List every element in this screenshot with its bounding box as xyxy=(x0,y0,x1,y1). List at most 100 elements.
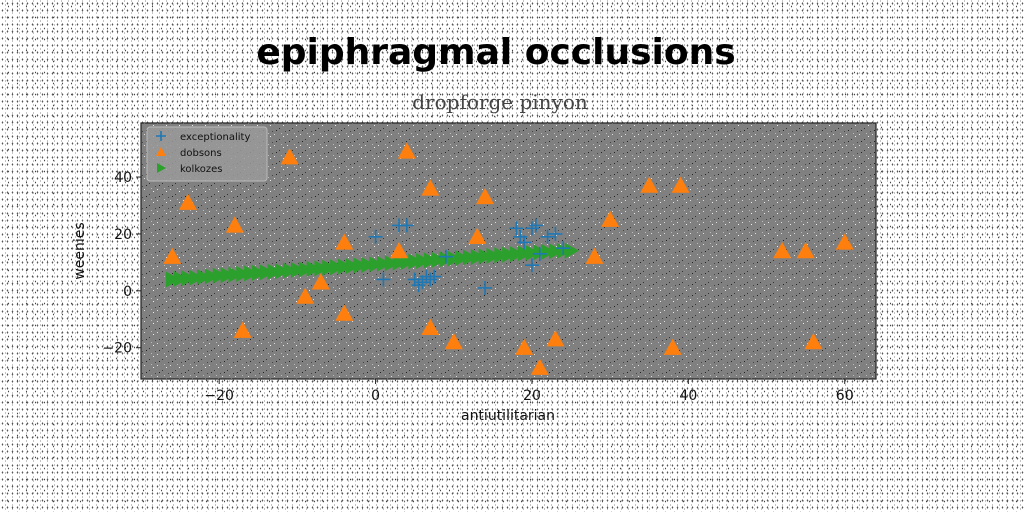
plot-frame xyxy=(140,122,877,380)
data-point xyxy=(306,260,322,277)
data-point xyxy=(408,253,423,270)
legend-entry-label: dobsons xyxy=(180,148,222,159)
y-axis-label: weenies xyxy=(72,222,88,279)
data-point xyxy=(502,246,517,263)
y-tick-label: 40 xyxy=(114,170,132,186)
data-point xyxy=(530,358,549,375)
data-point xyxy=(423,252,439,269)
data-point xyxy=(225,216,244,233)
data-point xyxy=(455,250,470,267)
data-point xyxy=(376,272,391,287)
data-point xyxy=(515,338,534,355)
data-point xyxy=(397,142,416,159)
data-point xyxy=(517,235,532,250)
data-point xyxy=(335,304,354,321)
data-point xyxy=(835,233,854,250)
data-point xyxy=(251,264,267,281)
data-point xyxy=(427,269,442,284)
data-point xyxy=(564,242,580,259)
data-point xyxy=(431,251,447,268)
data-point xyxy=(416,252,431,269)
data-point xyxy=(283,262,298,279)
y-tick-label: 0 xyxy=(123,284,132,300)
data-point xyxy=(280,148,299,165)
data-point xyxy=(228,266,243,283)
data-point xyxy=(212,267,228,284)
data-point xyxy=(197,269,212,286)
data-point xyxy=(421,179,440,196)
data-point xyxy=(353,257,368,274)
data-point xyxy=(525,244,540,261)
data-point xyxy=(601,210,620,227)
data-point xyxy=(468,227,487,244)
data-point xyxy=(384,255,400,272)
data-point xyxy=(478,248,494,265)
legend: exceptionality dobsons kolkozes xyxy=(146,126,268,182)
data-point xyxy=(438,249,453,264)
legend-entry-label: exceptionality xyxy=(180,132,250,143)
data-point xyxy=(524,258,539,273)
series-dobsons xyxy=(163,142,854,375)
series-kolkozes xyxy=(165,242,580,288)
data-point xyxy=(369,256,384,273)
data-point xyxy=(556,241,571,256)
data-point xyxy=(296,287,315,304)
x-tick-label: 60 xyxy=(836,388,854,404)
data-point xyxy=(546,330,565,347)
x-tick-label: 40 xyxy=(679,388,697,404)
data-point xyxy=(463,249,478,266)
data-point xyxy=(548,226,563,241)
data-point xyxy=(517,245,533,262)
legend-marker xyxy=(156,131,166,141)
legend-marker xyxy=(156,147,166,156)
data-point xyxy=(494,247,509,264)
data-point xyxy=(335,233,354,250)
data-point xyxy=(259,264,275,281)
data-point xyxy=(447,250,462,267)
data-point xyxy=(220,267,236,284)
x-tick-label: 20 xyxy=(523,388,541,404)
data-point xyxy=(178,193,197,210)
data-point xyxy=(337,258,353,275)
series-exceptionality xyxy=(368,218,571,295)
data-point xyxy=(399,218,414,233)
legend-entry-label: kolkozes xyxy=(180,164,223,175)
data-point xyxy=(421,318,440,335)
y-axis: −20 0 20 40 xyxy=(102,170,141,357)
data-point xyxy=(528,218,543,233)
data-point xyxy=(640,176,659,193)
data-point xyxy=(773,242,792,259)
data-point xyxy=(311,273,330,290)
data-point xyxy=(486,247,501,264)
data-point xyxy=(532,246,547,261)
data-point xyxy=(330,259,345,276)
data-point xyxy=(476,187,495,205)
data-point xyxy=(439,251,454,268)
data-point xyxy=(290,262,306,279)
data-point xyxy=(392,254,408,271)
data-point xyxy=(204,268,220,285)
series-layer xyxy=(163,142,854,375)
chart-title: epiphragmal occlusions xyxy=(256,32,735,73)
data-point xyxy=(390,242,409,259)
data-point xyxy=(233,321,252,338)
y-tick-label: −20 xyxy=(102,341,132,357)
data-point xyxy=(509,246,525,263)
data-point xyxy=(298,261,314,278)
data-point xyxy=(470,248,486,265)
data-point xyxy=(163,247,182,264)
data-point xyxy=(663,338,682,355)
data-point xyxy=(244,265,259,282)
x-tick-label: 0 xyxy=(371,388,380,404)
data-point xyxy=(275,263,290,280)
data-point xyxy=(796,242,815,259)
data-point xyxy=(361,256,376,273)
data-point xyxy=(509,221,524,236)
legend-marker xyxy=(157,163,166,173)
x-axis: −20 0 20 40 60 xyxy=(204,379,854,404)
data-point xyxy=(540,229,555,244)
data-point xyxy=(671,176,690,193)
data-point xyxy=(541,243,556,260)
x-axis-label: antiutilitarian xyxy=(461,408,555,424)
data-point xyxy=(165,271,181,288)
